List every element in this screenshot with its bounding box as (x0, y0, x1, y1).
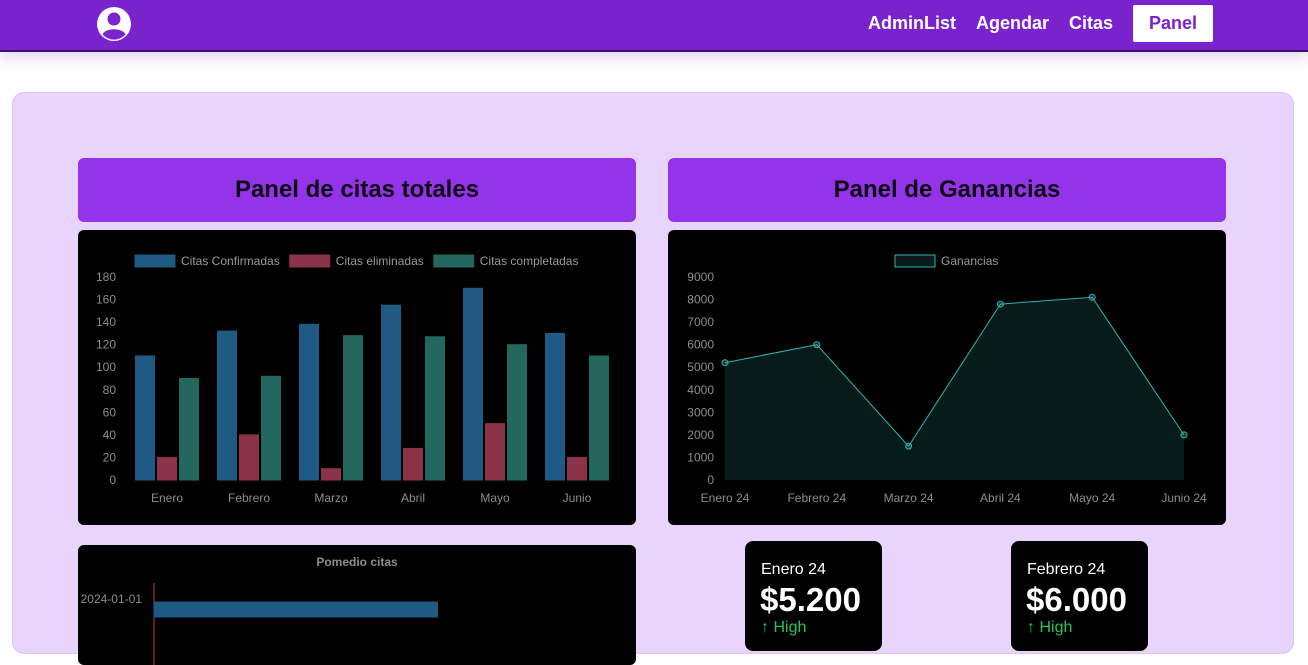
legend-swatch (134, 254, 176, 268)
x-tick-label: Enero (151, 491, 183, 505)
y-tick-label: 2000 (687, 428, 714, 442)
y-tick-label: 1000 (687, 450, 714, 464)
nav-link-agendar[interactable]: Agendar (976, 12, 1050, 33)
data-point (1088, 293, 1096, 301)
bar (261, 375, 281, 481)
y-tick-label: 3000 (687, 405, 714, 419)
data-point (813, 341, 821, 349)
bar (425, 336, 445, 481)
x-tick-label: Marzo 24 (884, 491, 934, 505)
x-tick-label: Junio (563, 491, 592, 505)
area-fill (725, 297, 1184, 480)
bar (239, 434, 259, 481)
legend-label: Citas Confirmadas (181, 254, 280, 268)
bar (485, 423, 505, 481)
stat-card-enero: Enero 24 $5.200 ↑ High (745, 541, 882, 651)
y-tick-label: 160 (96, 293, 116, 307)
nav-button-panel[interactable]: Panel (1133, 4, 1214, 42)
bar (381, 304, 401, 481)
citas-bar-chart-svg: Citas Confirmadas Citas eliminadas Citas c… (96, 254, 609, 505)
data-point (905, 442, 913, 450)
bar (135, 355, 155, 481)
bar (545, 332, 565, 481)
citas-bar-chart: Citas Confirmadas Citas eliminadas Citas c… (78, 230, 636, 525)
bar (589, 355, 609, 481)
bar (567, 456, 587, 481)
x-tick-label: Enero 24 (701, 491, 750, 505)
bar (179, 378, 199, 481)
y-tick-label: 0 (707, 473, 714, 487)
y-tick-label: 40 (103, 428, 117, 442)
legend-swatch (433, 254, 475, 268)
arrow-up-icon: ↑ (761, 619, 774, 636)
card-trend: ↑ High (761, 619, 807, 636)
legend-swatch (894, 254, 936, 268)
x-tick-label: Abril 24 (980, 491, 1021, 505)
legend-swatch (289, 254, 331, 268)
y-tick-label: 8000 (687, 293, 714, 307)
bar (343, 335, 363, 481)
x-tick-label: Marzo (314, 491, 348, 505)
ganancias-line-chart-svg: Ganancias 0 1000 2000 3000 4000 5000 6000 7000 80… (687, 254, 1207, 505)
x-tick-label: Febrero (228, 491, 270, 505)
legend-label: Ganancias (941, 254, 998, 268)
y-tick-label: 5000 (687, 360, 714, 374)
y-tick-label: 20 (103, 450, 117, 464)
x-tick-label: Junio 24 (1161, 491, 1207, 505)
y-tick-label: 6000 (687, 338, 714, 352)
x-tick-label: Febrero 24 (787, 491, 846, 505)
y-tick-label: 120 (96, 338, 116, 352)
data-point (1180, 431, 1188, 439)
y-tick-label: 100 (96, 360, 116, 374)
legend-label: Citas completadas (480, 254, 579, 268)
user-avatar-icon[interactable] (96, 6, 132, 42)
chart-title: Pomedio citas (316, 555, 398, 569)
card-period: Enero 24 (761, 561, 826, 578)
y-tick-label: 140 (96, 315, 116, 329)
top-navbar: AdminList Agendar Citas Panel (0, 0, 1308, 52)
bar (299, 323, 319, 481)
data-point (996, 300, 1004, 308)
y-tick-label: 60 (103, 405, 117, 419)
dashboard-container: Panel de citas totales Panel de Ganancia… (12, 92, 1294, 665)
bar (157, 456, 177, 481)
y-tick-label: 7000 (687, 315, 714, 329)
card-amount: $6.000 (1026, 581, 1127, 618)
stat-card-febrero: Febrero 24 $6.000 ↑ High (1011, 541, 1148, 651)
panel-title-citas: Panel de citas totales (78, 158, 636, 222)
x-tick-label: Abril (401, 491, 425, 505)
panel-title-ganancias: Panel de Ganancias (668, 158, 1226, 222)
x-tick-label: Mayo 24 (1069, 491, 1115, 505)
arrow-up-icon: ↑ (1027, 619, 1040, 636)
series-line (724, 296, 1185, 447)
card-period: Febrero 24 (1027, 561, 1106, 578)
y-tick-label: 80 (103, 383, 117, 397)
y-tick-label: 2024-01-01 (81, 592, 143, 606)
nav-link-citas[interactable]: Citas (1069, 12, 1114, 33)
y-tick-label: 180 (96, 270, 116, 284)
bar (217, 330, 237, 481)
card-trend: ↑ High (1027, 619, 1073, 636)
promedio-citas-chart: Pomedio citas 2024-01-01 (78, 545, 636, 665)
card-amount: $5.200 (760, 581, 861, 618)
data-point (721, 359, 729, 367)
nav-menu: AdminList Agendar Citas Panel (868, 0, 1214, 46)
bar (321, 468, 341, 481)
ganancias-line-chart: Ganancias 0 1000 2000 3000 4000 5000 6000 7000 80… (668, 230, 1226, 525)
y-tick-label: 4000 (687, 383, 714, 397)
nav-link-adminlist[interactable]: AdminList (868, 12, 956, 33)
bar (463, 287, 483, 481)
promedio-citas-chart-svg: Pomedio citas 2024-01-01 (81, 555, 439, 665)
bar (507, 344, 527, 481)
y-tick-label: 9000 (687, 270, 714, 284)
y-tick-label: 0 (109, 473, 116, 487)
legend-label: Citas eliminadas (336, 254, 424, 268)
x-tick-label: Mayo (480, 491, 510, 505)
bar (153, 601, 439, 618)
bar (403, 447, 423, 481)
